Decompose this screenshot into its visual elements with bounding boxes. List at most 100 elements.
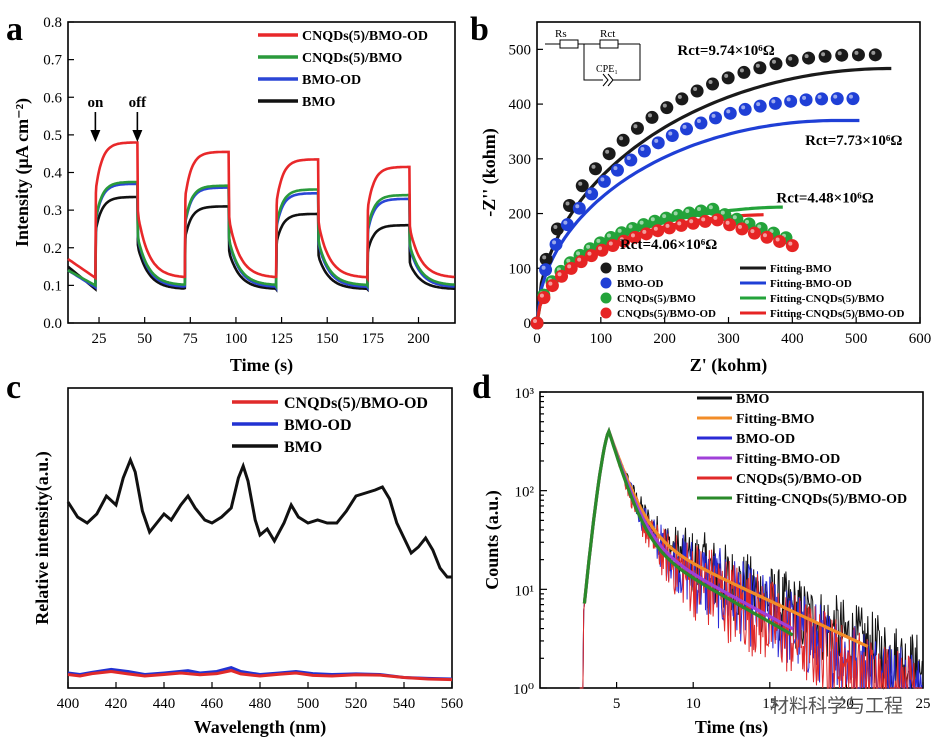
y-tick-label: 0.3 bbox=[43, 203, 62, 219]
data-point-highlight bbox=[744, 219, 749, 224]
data-point-highlight bbox=[608, 241, 613, 246]
data-point-BMO-OD bbox=[539, 263, 553, 277]
data-point-highlight bbox=[662, 103, 667, 108]
data-point-BMO-OD bbox=[830, 92, 844, 106]
data-point-BMO-OD bbox=[572, 201, 586, 215]
legend-entry: CNQDs(5)/BMO bbox=[617, 293, 696, 305]
data-point-BMO-OD bbox=[753, 99, 767, 113]
x-tick-label: 400 bbox=[781, 331, 804, 347]
data-point-highlight bbox=[771, 99, 776, 104]
data-point-BMO-OD bbox=[709, 111, 723, 125]
data-point-highlight bbox=[566, 258, 571, 263]
data-point-highlight bbox=[605, 149, 610, 154]
data-point-BMO-OD bbox=[723, 106, 737, 120]
data-point-BMO bbox=[616, 133, 630, 147]
y-tick-label: 0.8 bbox=[43, 15, 62, 31]
data-point-highlight bbox=[619, 237, 624, 242]
data-point-CNQDs(5)/BMO-OD bbox=[760, 230, 774, 244]
data-point-highlight bbox=[756, 102, 761, 107]
legend-entry: Fitting-CNQDs(5)/BMO-OD bbox=[770, 308, 904, 320]
data-point-highlight bbox=[854, 50, 859, 55]
data-point-highlight bbox=[771, 59, 776, 64]
x-tick-label: 25 bbox=[92, 331, 107, 347]
data-point-CNQDs(5)/BMO-OD bbox=[662, 221, 676, 235]
y-tick-label: 200 bbox=[509, 207, 532, 223]
x-tick-label: 300 bbox=[717, 331, 740, 347]
data-point-highlight bbox=[750, 229, 755, 234]
data-point-highlight bbox=[848, 94, 853, 99]
fit-line-Fitting-CNQDs(5)/BMO-OD bbox=[582, 426, 794, 637]
x-axis-label: Time (s) bbox=[230, 355, 293, 376]
data-point-highlight bbox=[725, 220, 730, 225]
circuit-label-rct: Rct bbox=[600, 28, 615, 40]
data-point-highlight bbox=[673, 211, 678, 216]
y-tick-label: 400 bbox=[509, 97, 532, 113]
panel-d: 10⁰ 10¹ 10² 10³ 5 10 15 20 25 Time (ns) Counts (a.… bbox=[472, 369, 931, 738]
data-point-CNQDs(5)/BMO-OD bbox=[698, 214, 712, 228]
data-point-highlight bbox=[553, 224, 558, 229]
data-point-CNQDs(5)/BMO-OD bbox=[530, 316, 544, 330]
data-point-highlight bbox=[701, 217, 706, 222]
data-point-highlight bbox=[586, 244, 591, 249]
data-point-highlight bbox=[762, 233, 767, 238]
y-tick-label: 0.0 bbox=[43, 316, 62, 332]
data-point-CNQDs(5)/BMO-OD bbox=[735, 222, 749, 236]
annotation-off: off bbox=[129, 95, 147, 111]
data-point-BMO-OD bbox=[694, 116, 708, 130]
y-tick-label: 0 bbox=[524, 316, 532, 332]
data-point-highlight bbox=[619, 136, 624, 141]
y-tick-label: 300 bbox=[509, 152, 532, 168]
panel-b: 0 100 200 300 400 500 0 100 200 300 400 500 600 Z' (k… bbox=[470, 11, 931, 376]
x-tick-label: 15 bbox=[762, 696, 777, 712]
data-point-highlight bbox=[737, 224, 742, 229]
watermark: 材料科学与工程 bbox=[770, 695, 903, 717]
panel-label: c bbox=[6, 369, 21, 406]
data-point-highlight bbox=[617, 228, 622, 233]
data-point-highlight bbox=[587, 251, 592, 256]
data-point-highlight bbox=[786, 97, 791, 102]
circuit-resistor-rct bbox=[599, 39, 619, 49]
data-point-highlight bbox=[833, 94, 838, 99]
series-line-BMO bbox=[66, 455, 452, 579]
data-point-BMO-OD bbox=[651, 136, 665, 150]
legend-entry: Fitting-CNQDs(5)/BMO-OD bbox=[736, 492, 907, 507]
data-point-BMO-OD bbox=[799, 93, 813, 107]
data-point-CNQDs(5)/BMO-OD bbox=[545, 279, 559, 293]
x-axis-label: Z' (kohm) bbox=[690, 355, 768, 376]
x-tick-label: 420 bbox=[105, 696, 128, 712]
data-point-CNQDs(5)/BMO-OD bbox=[773, 234, 787, 248]
data-point-CNQDs(5)/BMO-OD bbox=[674, 218, 688, 232]
legend-entry: Fitting-CNQDs(5)/BMO bbox=[770, 293, 885, 305]
x-tick-label: 520 bbox=[345, 696, 368, 712]
legend-marker bbox=[600, 262, 612, 274]
legend-entry: BMO-OD bbox=[284, 417, 352, 434]
panel-label: b bbox=[470, 11, 489, 48]
data-point-BMO bbox=[835, 48, 849, 62]
data-point-CNQDs(5)/BMO-OD bbox=[537, 291, 551, 305]
x-tick-label: 500 bbox=[845, 331, 868, 347]
data-point-highlight bbox=[600, 177, 605, 182]
legend-entry: Fitting-BMO bbox=[770, 263, 832, 275]
data-point-highlight bbox=[713, 215, 718, 220]
legend-entry: CNQDs(5)/BMO bbox=[302, 51, 402, 66]
data-point-BMO bbox=[785, 54, 799, 68]
data-point-CNQDs(5)/BMO-OD bbox=[686, 216, 700, 230]
data-point-CNQDs(5)/BMO-OD bbox=[785, 239, 799, 253]
circuit-diagram: Rs Rct CPE₁ bbox=[545, 28, 641, 87]
data-point-BMO bbox=[660, 101, 674, 115]
x-tick-label: 200 bbox=[653, 331, 676, 347]
data-point-highlight bbox=[626, 156, 631, 161]
data-point-highlight bbox=[576, 251, 581, 256]
x-tick-label: 100 bbox=[225, 331, 248, 347]
data-point-highlight bbox=[724, 73, 729, 78]
data-point-highlight bbox=[755, 63, 760, 68]
x-tick-label: 20 bbox=[839, 696, 854, 712]
legend-entry: Fitting-BMO-OD bbox=[770, 278, 852, 290]
legend-marker bbox=[600, 292, 612, 304]
data-point-BMO bbox=[868, 48, 882, 62]
y-axis-label: Intensity (μA cm⁻²) bbox=[12, 98, 33, 247]
legend-entry: Fitting-BMO bbox=[736, 412, 815, 427]
data-point-CNQDs(5)/BMO-OD bbox=[747, 226, 761, 240]
data-point-highlight bbox=[689, 219, 694, 224]
